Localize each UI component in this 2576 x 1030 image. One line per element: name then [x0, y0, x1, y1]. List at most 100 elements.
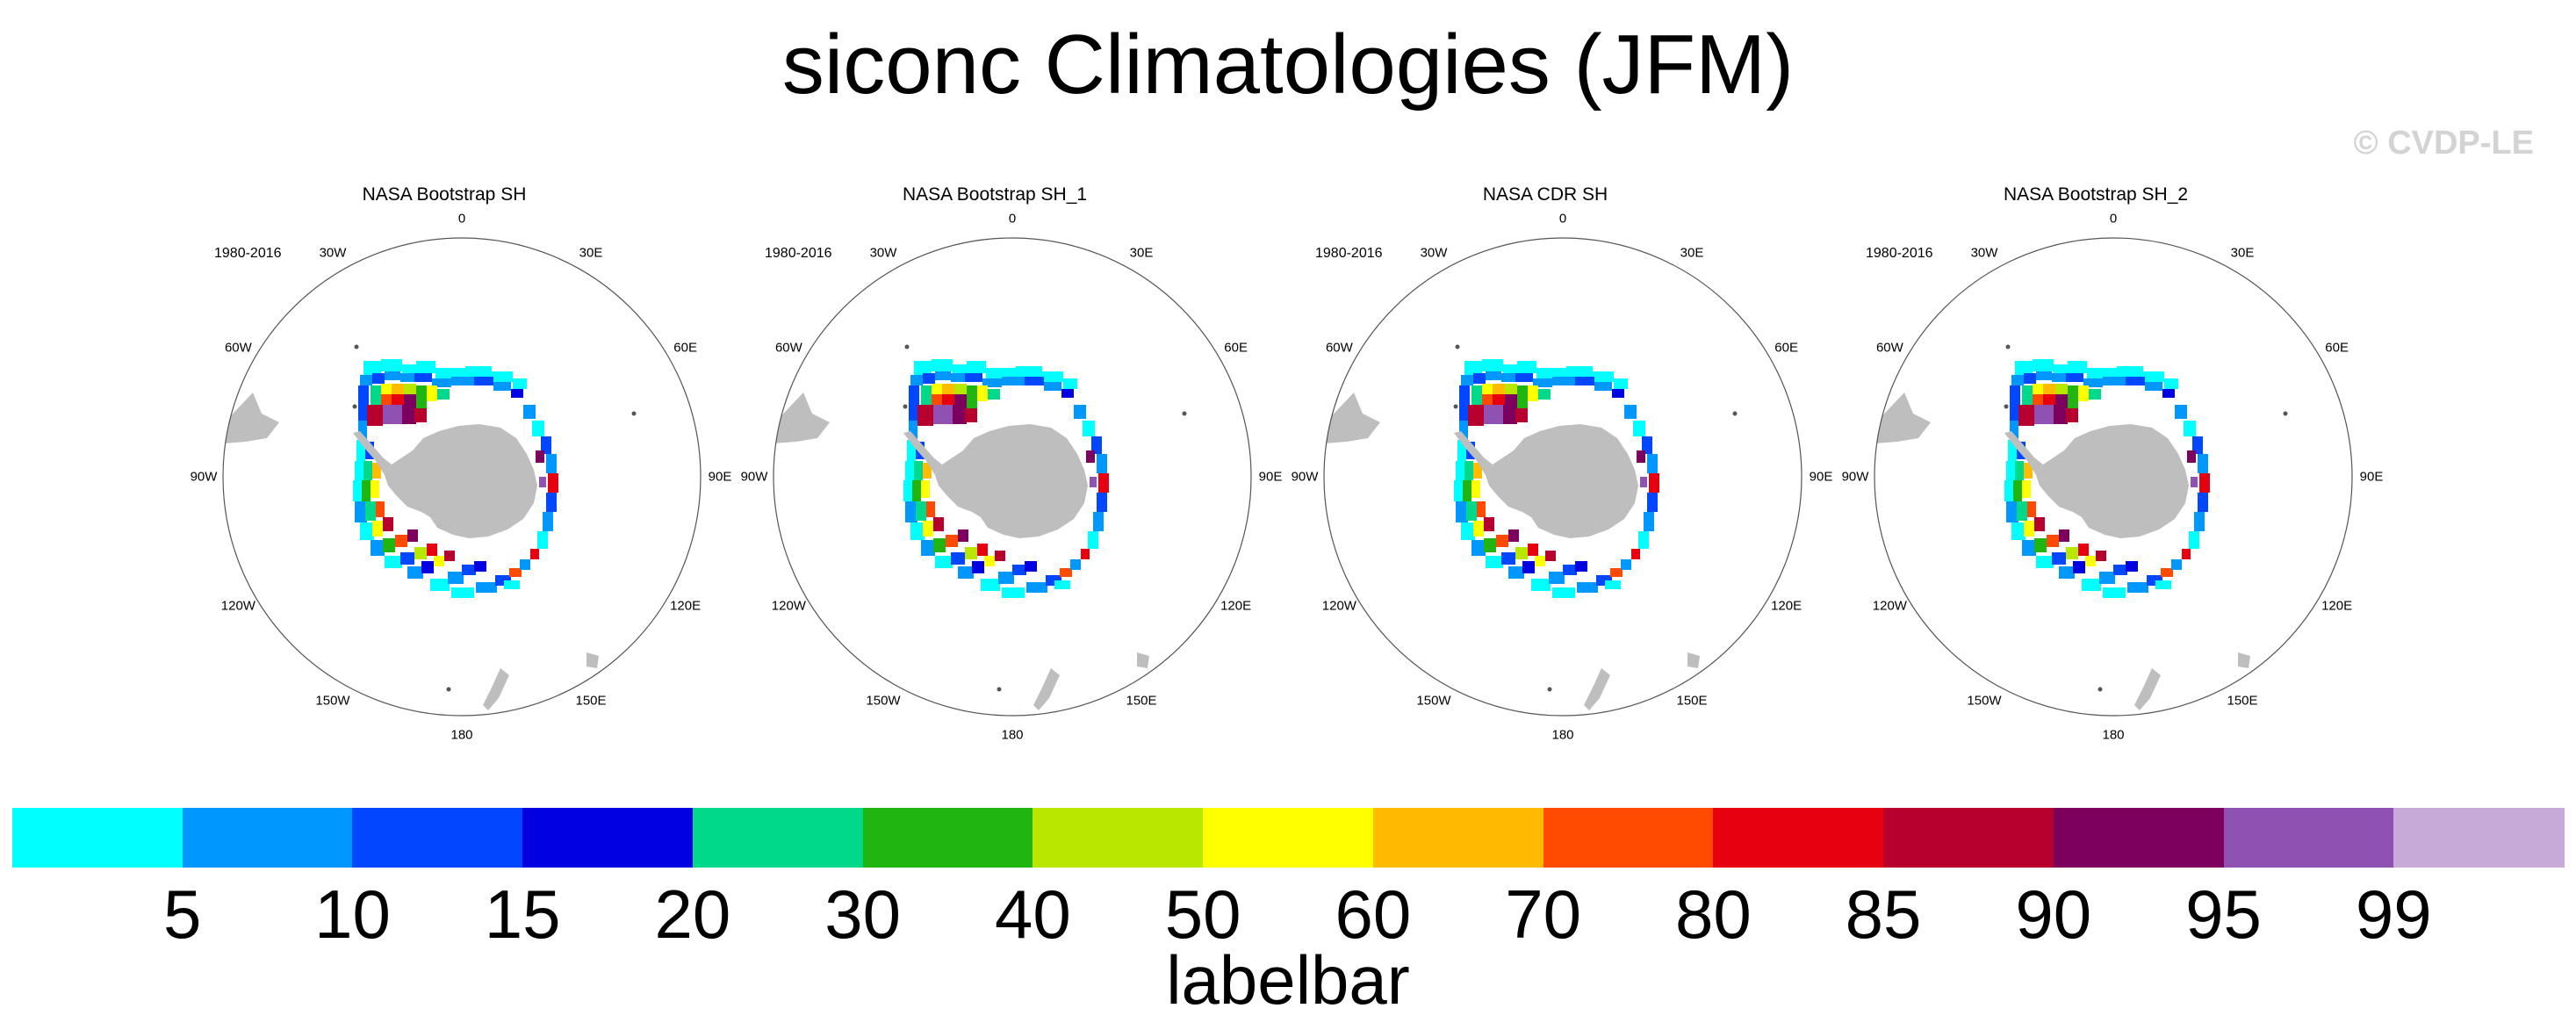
sea-ice-cell: [1515, 408, 1528, 422]
sea-ice-cell: [2008, 440, 2017, 461]
longitude-label: 60W: [224, 340, 252, 356]
longitude-label: 120W: [1872, 598, 1907, 614]
sea-ice-cell: [2034, 538, 2047, 552]
sea-ice-cell: [416, 361, 435, 373]
island-land: [446, 687, 451, 692]
sea-ice-cell: [1545, 551, 1556, 561]
antarctica-land: [1486, 424, 1638, 538]
sea-ice-cell: [432, 378, 451, 387]
sea-ice-cell: [421, 561, 434, 573]
sea-ice-cell: [1016, 366, 1042, 377]
sea-ice-cell: [1566, 366, 1593, 377]
sea-ice-cell: [2068, 385, 2078, 408]
sea-ice-cell: [465, 366, 492, 377]
sea-ice-cell: [2127, 582, 2148, 593]
sea-ice-cell: [546, 454, 557, 473]
sea-ice-cell: [1552, 377, 1575, 385]
longitude-label: 60E: [1224, 340, 1248, 356]
sea-ice-cell: [917, 405, 933, 426]
sea-ice-cell: [965, 547, 977, 559]
island-land: [1732, 411, 1738, 416]
sea-ice-cell: [1624, 405, 1637, 419]
sea-ice-cell: [385, 556, 402, 568]
tasmania-land: [1687, 652, 1700, 668]
longitude-label: 30W: [869, 245, 897, 261]
sea-ice-cell: [437, 389, 450, 400]
new-zealand-land: [1584, 668, 1610, 710]
sea-ice-cell: [953, 364, 967, 375]
sea-ice-cell: [1505, 384, 1517, 394]
sea-ice-cell: [1486, 556, 1503, 568]
sea-ice-cell: [1464, 461, 1473, 480]
colorbar-box: [182, 808, 354, 868]
sea-ice-cell: [907, 440, 916, 461]
sea-ice-cell: [958, 529, 968, 542]
sea-ice-cell: [951, 373, 965, 382]
sea-ice-cell: [1070, 559, 1081, 570]
sea-ice-cell: [383, 405, 402, 424]
sea-ice-cell: [1638, 531, 1649, 549]
sea-ice-cell: [988, 389, 1000, 400]
sea-ice-cell: [1538, 389, 1551, 400]
colorbar-tick-label: 70: [1505, 875, 1581, 953]
south-america-land: [223, 393, 279, 443]
map-panel: NASA Bootstrap SH 1980-2016 0 30E 60E 90E 120E…: [190, 172, 734, 743]
longitude-label: 0: [457, 211, 466, 227]
sea-ice-cell: [1531, 579, 1551, 591]
island-land: [354, 344, 359, 349]
sea-ice-cell: [1501, 373, 1515, 382]
sea-ice-cell: [967, 361, 986, 373]
sea-ice-cell: [530, 549, 539, 559]
island-land: [997, 687, 1002, 692]
sea-ice-cell: [474, 561, 486, 572]
sea-ice-cell: [1468, 405, 1484, 426]
sea-ice-cell: [532, 421, 544, 436]
longitude-label: 180: [1001, 727, 1024, 743]
island-land: [2097, 687, 2103, 692]
sea-ice-cell: [1528, 385, 1538, 401]
sea-ice-cell: [444, 551, 455, 561]
sea-ice-cell: [935, 556, 953, 568]
colorbar-box: [1372, 808, 1544, 868]
sea-ice-cell: [376, 501, 385, 517]
longitude-label: 180: [1551, 727, 1574, 743]
sea-ice-cell: [933, 538, 946, 552]
sea-ice-cell: [1484, 538, 1496, 552]
sea-ice-cell: [2199, 473, 2210, 493]
sea-ice-cell: [958, 566, 974, 579]
sea-ice-cell: [1461, 522, 1475, 540]
island-land: [2005, 344, 2011, 349]
sea-ice-cell: [1522, 561, 1535, 573]
sea-ice-cell: [1484, 517, 1494, 531]
island-land: [2283, 411, 2288, 416]
sea-ice-cell: [1098, 473, 1109, 493]
sea-ice-cell: [2082, 579, 2101, 591]
sea-ice-cell: [372, 463, 381, 479]
sea-ice-cell: [1610, 568, 1623, 577]
sea-ice-cell: [2004, 480, 2015, 501]
sea-ice-cell: [1471, 540, 1486, 556]
sea-ice-cell: [2033, 384, 2043, 394]
sea-ice-cell: [2085, 556, 2096, 566]
sea-ice-cell: [2103, 587, 2126, 598]
sea-ice-cell: [392, 384, 404, 394]
sea-ice-cell: [1575, 561, 1587, 572]
sea-ice-cell: [2055, 384, 2068, 394]
map-boundary: [1874, 237, 2353, 717]
sea-ice-cell: [1577, 582, 1598, 593]
sea-ice-cell: [1042, 371, 1063, 382]
sea-ice-cell: [1093, 512, 1104, 531]
sea-ice-cell: [1486, 371, 1501, 380]
sea-ice-cell: [984, 556, 995, 566]
longitude-label: 120E: [1771, 598, 1802, 614]
longitude-label: 120W: [1321, 598, 1356, 614]
sea-ice-cell: [1473, 463, 1482, 479]
sea-ice-cell: [462, 565, 476, 575]
sea-ice-cell: [546, 493, 557, 512]
sea-ice-cell: [1002, 377, 1025, 385]
sea-ice-cell: [1086, 450, 1095, 463]
sea-ice-cell: [427, 385, 437, 401]
longitude-label: 150E: [575, 693, 607, 709]
longitude-label: 60W: [1325, 340, 1353, 356]
panel-period: 1980-2016: [1866, 246, 1933, 261]
